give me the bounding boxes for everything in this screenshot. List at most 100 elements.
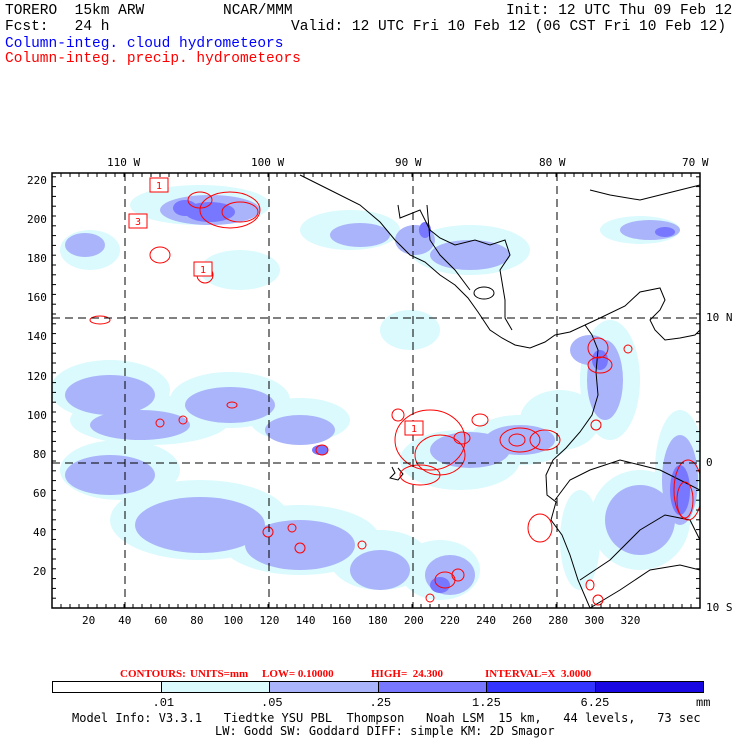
precip-contour: [391, 408, 405, 422]
cloud-heavy-region: [312, 445, 328, 455]
cloud-light-region: [380, 310, 440, 350]
contour-label: 3: [135, 217, 141, 228]
y-tick-label: 60: [33, 486, 47, 500]
longitude-label: 80 W: [539, 156, 566, 169]
precip-contour: [262, 526, 274, 538]
contours-interval: INTERVAL=X 3.0000: [485, 668, 592, 680]
x-tick-label: 240: [476, 614, 496, 627]
x-tick-label: 200: [403, 614, 424, 627]
precip-contour: [294, 542, 306, 554]
cloud-heavy-region: [430, 577, 450, 593]
precip-contour: [221, 201, 259, 223]
precip-contour: [499, 427, 541, 453]
precip-contour: [529, 429, 561, 451]
x-tick-label: 320: [620, 614, 641, 627]
contour-label: 1: [200, 265, 206, 276]
y-tick-label: 120: [27, 369, 47, 383]
precip-contour: [527, 513, 553, 543]
cloud-medium-region: [330, 223, 390, 247]
colorbar-segment: [486, 681, 596, 693]
precip-contour: [155, 418, 165, 428]
contours-low: LOW= 0.10000: [262, 668, 334, 680]
longitude-label: 90 W: [395, 156, 422, 169]
cloud-light-region: [200, 250, 280, 290]
model-name: TORERO 15km ARW: [5, 3, 145, 19]
cloud-medium-region: [90, 410, 190, 440]
x-tick-label: 40: [118, 614, 132, 627]
model-info-line2: LW: Godd SW: Goddard DIFF: simple KM: 2D…: [215, 724, 555, 738]
colorbar-segment: [594, 681, 704, 693]
x-tick-label: 140: [295, 614, 316, 627]
precip-contour: [149, 246, 171, 264]
cloud-medium-region: [65, 233, 105, 257]
cloud-hydrometeor-field: [52, 174, 700, 608]
longitude-label: 110 W: [107, 156, 141, 169]
contours-units: UNITS=mm: [190, 668, 249, 680]
precip-contour: [178, 415, 188, 425]
precip-contour: [453, 431, 471, 445]
cloud-heavy-region: [592, 350, 608, 370]
contours-label: CONTOURS:: [120, 668, 186, 680]
x-tick-label: 280: [548, 614, 569, 627]
y-tick-label: 40: [33, 525, 47, 539]
contour-label: 1: [411, 424, 417, 435]
colorbar-segment: [160, 681, 270, 693]
x-tick-label: 300: [584, 614, 605, 627]
precip-contour: [592, 594, 604, 606]
y-tick-label: 200: [27, 213, 47, 227]
longitude-label: 70 W: [682, 156, 709, 169]
precip-contour: [587, 356, 613, 374]
precip-contour: [357, 540, 367, 550]
colorbar-segment: [377, 681, 487, 693]
cloud-medium-region: [65, 375, 155, 415]
precip-contour: [590, 419, 602, 431]
precip-contour: [89, 315, 111, 325]
precip-contour: [187, 191, 213, 209]
latitude-label: 10 N: [706, 311, 733, 324]
cloud-medium-region: [430, 240, 510, 270]
model-info-line1: Model Info: V3.3.1 Tiedtke YSU PBL Thomp…: [72, 711, 701, 725]
cloud-heavy-region: [173, 200, 197, 216]
precip-contour: [676, 481, 694, 519]
cloud-heavy-region: [185, 202, 235, 222]
y-tick-label: 180: [27, 252, 47, 266]
cloud-medium-region: [485, 425, 555, 455]
precip-contour: [471, 413, 489, 427]
precip-contour: [585, 579, 595, 591]
x-tick-label: 260: [512, 614, 533, 627]
colorbar-units: mm: [696, 696, 711, 710]
precip-contour: [623, 344, 633, 354]
contour-label: 1: [156, 181, 162, 192]
precip-contour: [315, 444, 329, 456]
colorbar-label: 1.25: [472, 696, 501, 710]
colorbar-label: 6.25: [580, 696, 610, 710]
y-tick-label: 160: [27, 291, 47, 305]
cloud-heavy-region: [670, 465, 690, 515]
label-boxes: [128, 177, 424, 436]
precip-contour: [226, 401, 238, 409]
precip-contour: [508, 433, 526, 447]
y-tick-label: 140: [27, 330, 47, 344]
grid-lines: [52, 173, 700, 608]
cloud-medium-region: [350, 550, 410, 590]
field-title-precip: Column-integ. precip. hydrometeors: [5, 51, 301, 67]
cloud-light-region: [560, 490, 600, 590]
cloud-medium-region: [135, 497, 265, 553]
colorbar-label: .25: [369, 696, 392, 710]
colorbar-segment: [269, 681, 379, 693]
x-tick-label: 120: [259, 614, 280, 627]
x-tick-label: 160: [331, 614, 352, 627]
precip-contour: [587, 337, 609, 359]
y-tick-label: 220: [27, 174, 47, 187]
x-tick-label: 80: [190, 614, 204, 627]
init-time: Init: 12 UTC Thu 09 Feb 12: [506, 3, 733, 19]
cloud-medium-region: [265, 415, 335, 445]
valid-time: Valid: 12 UTC Fri 10 Feb 12 (06 CST Fri …: [291, 19, 727, 35]
cloud-medium-region: [605, 485, 675, 555]
latitude-label: 10 S: [706, 601, 733, 614]
precip-contour: [673, 459, 700, 521]
precip-contour: [451, 568, 465, 582]
cloud-medium-region: [245, 520, 355, 570]
